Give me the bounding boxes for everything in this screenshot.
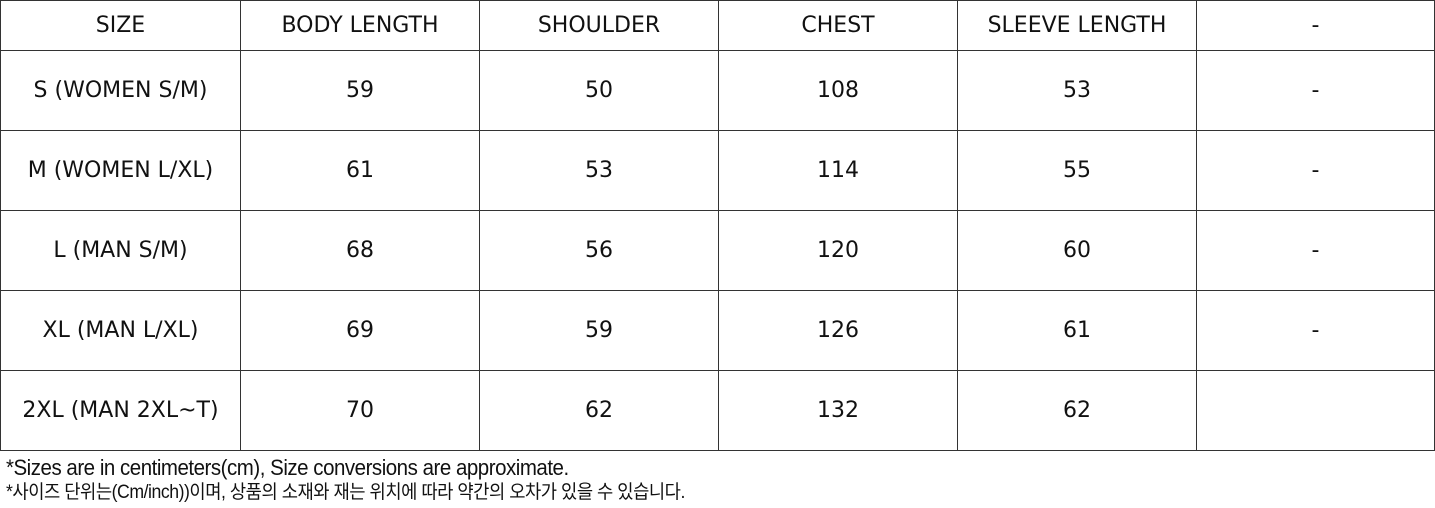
- table-row: XL (MAN L/XL) 69 59 126 61-: [0, 290, 1435, 371]
- column-header: SLEEVE LENGTH: [957, 0, 1197, 51]
- table-row: 2XL (MAN 2XL~T) 70 62 132 62: [0, 370, 1435, 451]
- measurement-cell: 59: [479, 290, 719, 371]
- column-header: SIZE: [0, 0, 241, 51]
- measurement-cell: 68: [240, 210, 480, 291]
- header-row: SIZE BODY LENGTH SHOULDER CHEST SLEEVE LENGT…: [0, 0, 1435, 51]
- size-label-cell: M (WOMEN L/XL): [0, 130, 241, 211]
- measurement-cell: 132: [718, 370, 958, 451]
- measurement-cell: 126: [718, 290, 958, 371]
- size-label-cell: 2XL (MAN 2XL~T): [0, 370, 241, 451]
- column-header: CHEST: [718, 0, 958, 51]
- footnote-english: *Sizes are in centimeters(cm), Size conv…: [6, 455, 569, 480]
- measurement-cell: 61: [240, 130, 480, 211]
- measurement-cell: 55: [957, 130, 1197, 211]
- measurement-cell: 120: [718, 210, 958, 291]
- measurement-cell: -: [1196, 50, 1435, 131]
- size-label-cell: L (MAN S/M): [0, 210, 241, 291]
- measurement-cell: 69: [240, 290, 480, 371]
- measurement-cell: 62: [957, 370, 1197, 451]
- measurement-cell: 108: [718, 50, 958, 131]
- measurement-cell: 62: [479, 370, 719, 451]
- footnotes: *Sizes are in centimeters(cm), Size conv…: [6, 455, 685, 505]
- footnote-korean: *사이즈 단위는(Cm/inch))이며, 상품의 소재와 재는 위치에 따라 …: [6, 482, 685, 503]
- size-label-cell: S (WOMEN S/M): [0, 50, 241, 131]
- size-chart-table: SIZE BODY LENGTH SHOULDER CHEST SLEEVE LENGT…: [0, 0, 1435, 451]
- measurement-cell: [1196, 370, 1435, 451]
- measurement-cell: 53: [957, 50, 1197, 131]
- measurement-cell: 56: [479, 210, 719, 291]
- measurement-cell: 59: [240, 50, 480, 131]
- table-row: S (WOMEN S/M) 59 50 108 53-: [0, 50, 1435, 131]
- measurement-cell: 114: [718, 130, 958, 211]
- measurement-cell: -: [1196, 290, 1435, 371]
- column-header: -: [1196, 0, 1435, 51]
- measurement-cell: 61: [957, 290, 1197, 371]
- measurement-cell: -: [1196, 130, 1435, 211]
- measurement-cell: 60: [957, 210, 1197, 291]
- table-row: L (MAN S/M) 68 56 120 60-: [0, 210, 1435, 291]
- column-header: BODY LENGTH: [240, 0, 480, 51]
- table-row: M (WOMEN L/XL) 61 53 114 55-: [0, 130, 1435, 211]
- measurement-cell: -: [1196, 210, 1435, 291]
- measurement-cell: 53: [479, 130, 719, 211]
- size-label-cell: XL (MAN L/XL): [0, 290, 241, 371]
- column-header: SHOULDER: [479, 0, 719, 51]
- measurement-cell: 50: [479, 50, 719, 131]
- measurement-cell: 70: [240, 370, 480, 451]
